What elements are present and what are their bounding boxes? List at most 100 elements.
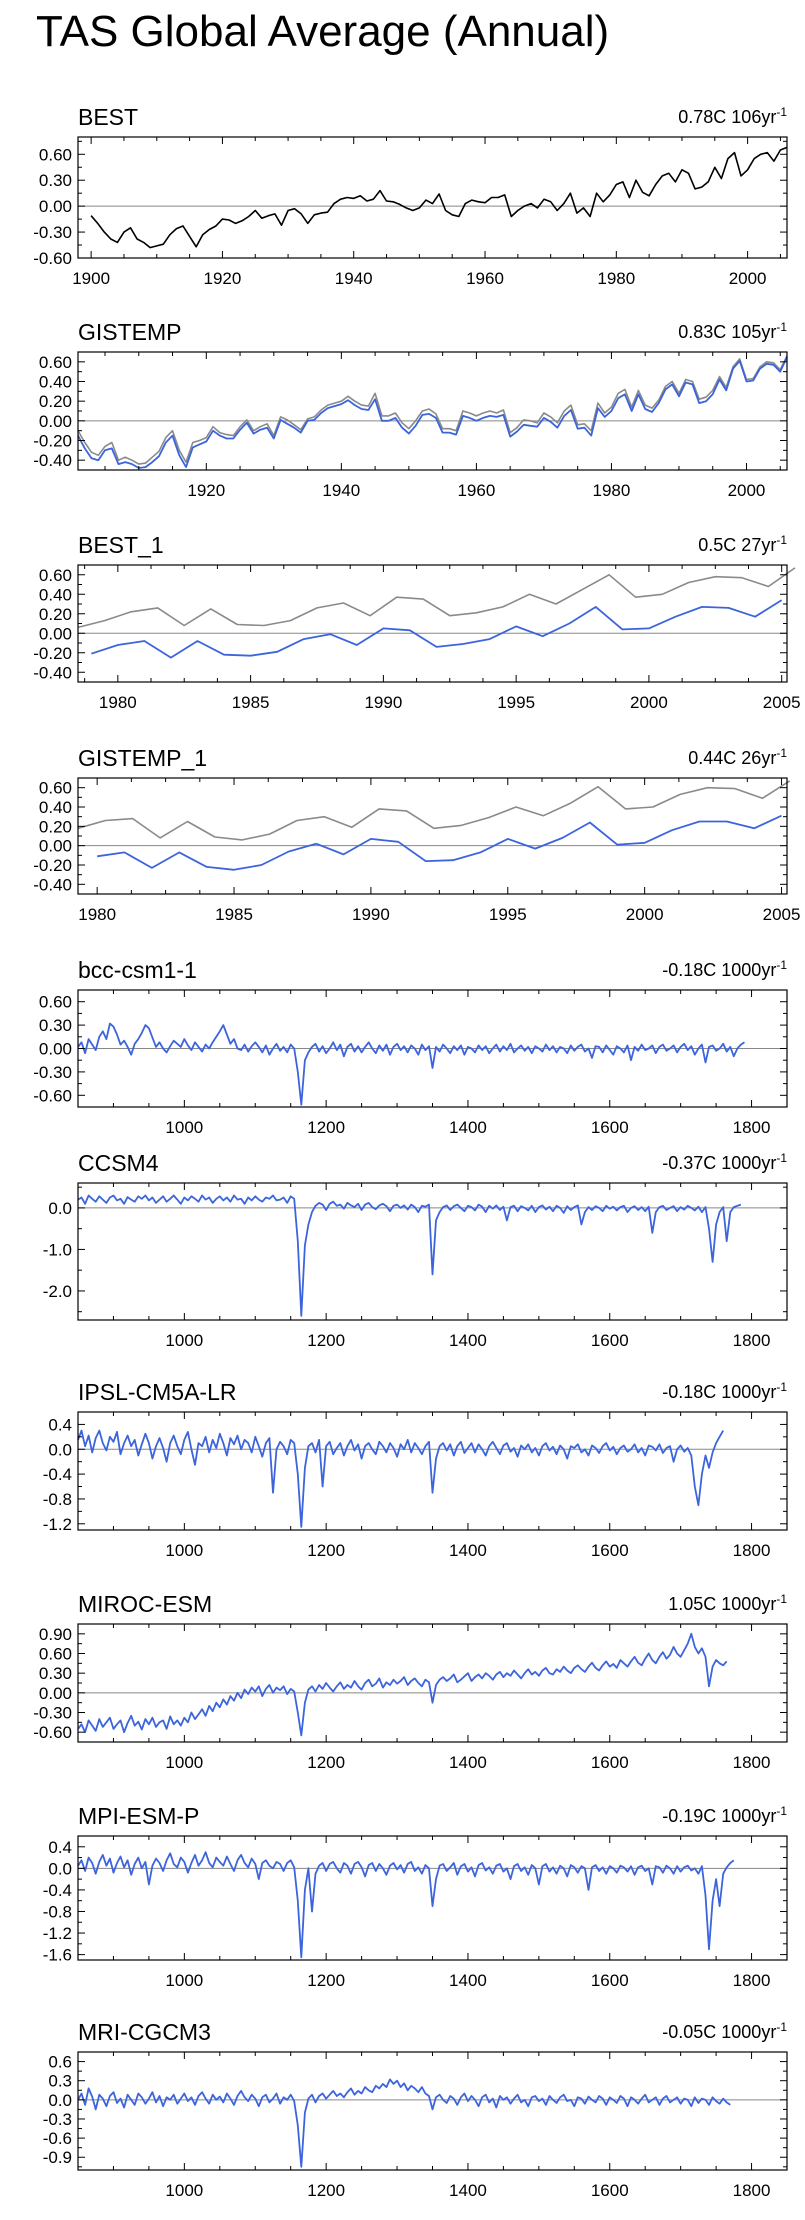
- trend-value: 1.05C 1000yr: [668, 1594, 776, 1614]
- y-tick-label: -1.2: [43, 1924, 72, 1943]
- series-line-miroc-esm: [77, 1632, 728, 1737]
- x-tick-label: 1600: [591, 1753, 629, 1772]
- y-tick-label: -0.60: [33, 1086, 72, 1105]
- x-tick-label: 2000: [630, 693, 668, 712]
- panel-title: BEST_1: [78, 532, 164, 558]
- y-tick-label: 0.20: [39, 605, 72, 624]
- y-tick-label: 0.4: [48, 1415, 72, 1434]
- panel-ipsl-cm5a-lr: IPSL-CM5A-LR -0.18C 1000yr-1 1000 1200 1400 1…: [43, 1379, 788, 1560]
- x-tick-label: 1995: [489, 905, 527, 924]
- x-tick-label: 1400: [449, 1541, 487, 1560]
- y-tick-label: -0.8: [43, 1902, 72, 1921]
- panel-miroc-esm: MIROC-ESM 1.05C 1000yr-1 1000 1200 1400 1600 1…: [33, 1591, 788, 1772]
- y-tick-label: 0.00: [39, 197, 72, 216]
- series-line-ccsm4: [77, 1194, 742, 1317]
- x-tick-label: 1600: [591, 1118, 629, 1137]
- x-tick-label: 1920: [204, 269, 242, 288]
- panel-gistemp: GISTEMP 0.83C 105yr-1 1920 1940 1960 1980 2000…: [33, 319, 788, 500]
- panel-title: MPI-ESM-P: [78, 1803, 199, 1829]
- trend-value: -0.18C 1000yr: [662, 960, 776, 980]
- y-tick-label: -0.40: [33, 663, 72, 682]
- plot-frame: [77, 136, 788, 259]
- x-tick-label: 1960: [466, 269, 504, 288]
- y-tick-label: 0.00: [39, 837, 72, 856]
- figure-title: TAS Global Average (Annual): [36, 7, 609, 56]
- y-tick-label: -0.8: [43, 1490, 72, 1509]
- x-tick-label: 1960: [457, 481, 495, 500]
- panel-title: MRI-CGCM3: [78, 2019, 211, 2045]
- trend-exponent: -1: [776, 1592, 787, 1606]
- y-tick-label: -0.40: [33, 451, 72, 470]
- x-tick-label: 1940: [322, 481, 360, 500]
- trend-label: -0.37C 1000yr-1: [662, 1151, 787, 1173]
- series-line-gistemp-1-reference: [77, 780, 791, 841]
- x-tick-label: 1920: [187, 481, 225, 500]
- y-tick-label: 0.00: [39, 412, 72, 431]
- trend-value: 0.5C 27yr: [698, 535, 776, 555]
- trend-exponent: -1: [776, 105, 787, 119]
- trend-value: 0.83C 105yr: [678, 322, 776, 342]
- y-tick-label: 0.30: [39, 1664, 72, 1683]
- series-line-gistemp-reference: [77, 355, 788, 465]
- y-tick-label: 0.6: [48, 2053, 72, 2072]
- x-tick-label: 1985: [215, 905, 253, 924]
- panel-best-1: BEST_1 0.5C 27yr-1 1980 1985 1990 1995 2000 200…: [33, 532, 800, 712]
- x-tick-label: 2005: [763, 905, 801, 924]
- trend-label: 0.44C 26yr-1: [688, 746, 787, 768]
- y-tick-label: -0.6: [43, 2129, 72, 2148]
- trend-label: -0.18C 1000yr-1: [662, 1380, 787, 1402]
- x-tick-label: 1800: [733, 1118, 771, 1137]
- x-tick-label: 1600: [591, 1331, 629, 1350]
- plot-frame: [77, 1623, 788, 1743]
- plot-frame: [77, 1182, 788, 1321]
- y-tick-label: 0.0: [48, 1440, 72, 1459]
- y-tick-label: -0.4: [43, 1881, 72, 1900]
- x-tick-label: 1400: [449, 2181, 487, 2200]
- x-tick-label: 1600: [591, 1971, 629, 1990]
- series-line-best: [90, 146, 788, 249]
- x-tick-label: 1400: [449, 1118, 487, 1137]
- y-tick-label: -0.4: [43, 1465, 72, 1484]
- x-tick-label: 1985: [232, 693, 270, 712]
- x-tick-label: 1800: [733, 1753, 771, 1772]
- x-tick-label: 1400: [449, 1753, 487, 1772]
- trend-exponent: -1: [776, 1804, 787, 1818]
- x-tick-label: 1400: [449, 1331, 487, 1350]
- panel-title: CCSM4: [78, 1150, 159, 1176]
- y-tick-label: -0.20: [33, 644, 72, 663]
- panel-gistemp-1: GISTEMP_1 0.44C 26yr-1 1980 1985 1990 1995 200…: [33, 745, 800, 924]
- series-line-best-1: [91, 599, 783, 659]
- trend-exponent: -1: [776, 1151, 787, 1165]
- y-tick-label: 0.60: [39, 145, 72, 164]
- x-tick-label: 1200: [307, 2181, 345, 2200]
- x-tick-label: 1980: [593, 481, 631, 500]
- series-line-bcc-csm1-1: [77, 1022, 745, 1106]
- y-tick-label: -0.60: [33, 249, 72, 268]
- x-tick-label: 2000: [728, 481, 766, 500]
- y-tick-label: -0.9: [43, 2148, 72, 2167]
- x-tick-label: 1200: [307, 1331, 345, 1350]
- x-tick-label: 1800: [733, 2181, 771, 2200]
- x-tick-label: 1995: [497, 693, 535, 712]
- x-tick-label: 1200: [307, 1541, 345, 1560]
- panel-title: BEST: [78, 104, 138, 130]
- y-tick-label: -0.30: [33, 1704, 72, 1723]
- y-tick-label: 0.60: [39, 353, 72, 372]
- x-tick-label: 1600: [591, 1541, 629, 1560]
- panel-mpi-esm-p: MPI-ESM-P -0.19C 1000yr-1 1000 1200 1400 1600…: [43, 1803, 788, 1990]
- y-tick-label: 0.30: [39, 1016, 72, 1035]
- trend-label: 0.83C 105yr-1: [678, 320, 787, 342]
- y-tick-label: -1.2: [43, 1515, 72, 1534]
- x-tick-label: 1990: [352, 905, 390, 924]
- y-tick-label: -0.60: [33, 1723, 72, 1742]
- y-tick-label: 0.00: [39, 1040, 72, 1059]
- trend-value: -0.05C 1000yr: [662, 2022, 776, 2042]
- y-tick-label: 0.0: [48, 1859, 72, 1878]
- trend-label: 1.05C 1000yr-1: [668, 1592, 787, 1614]
- plot-frame: [77, 1411, 788, 1531]
- x-tick-label: 1000: [165, 1118, 203, 1137]
- x-tick-label: 1200: [307, 1118, 345, 1137]
- y-tick-label: -0.20: [33, 856, 72, 875]
- y-tick-label: 0.90: [39, 1625, 72, 1644]
